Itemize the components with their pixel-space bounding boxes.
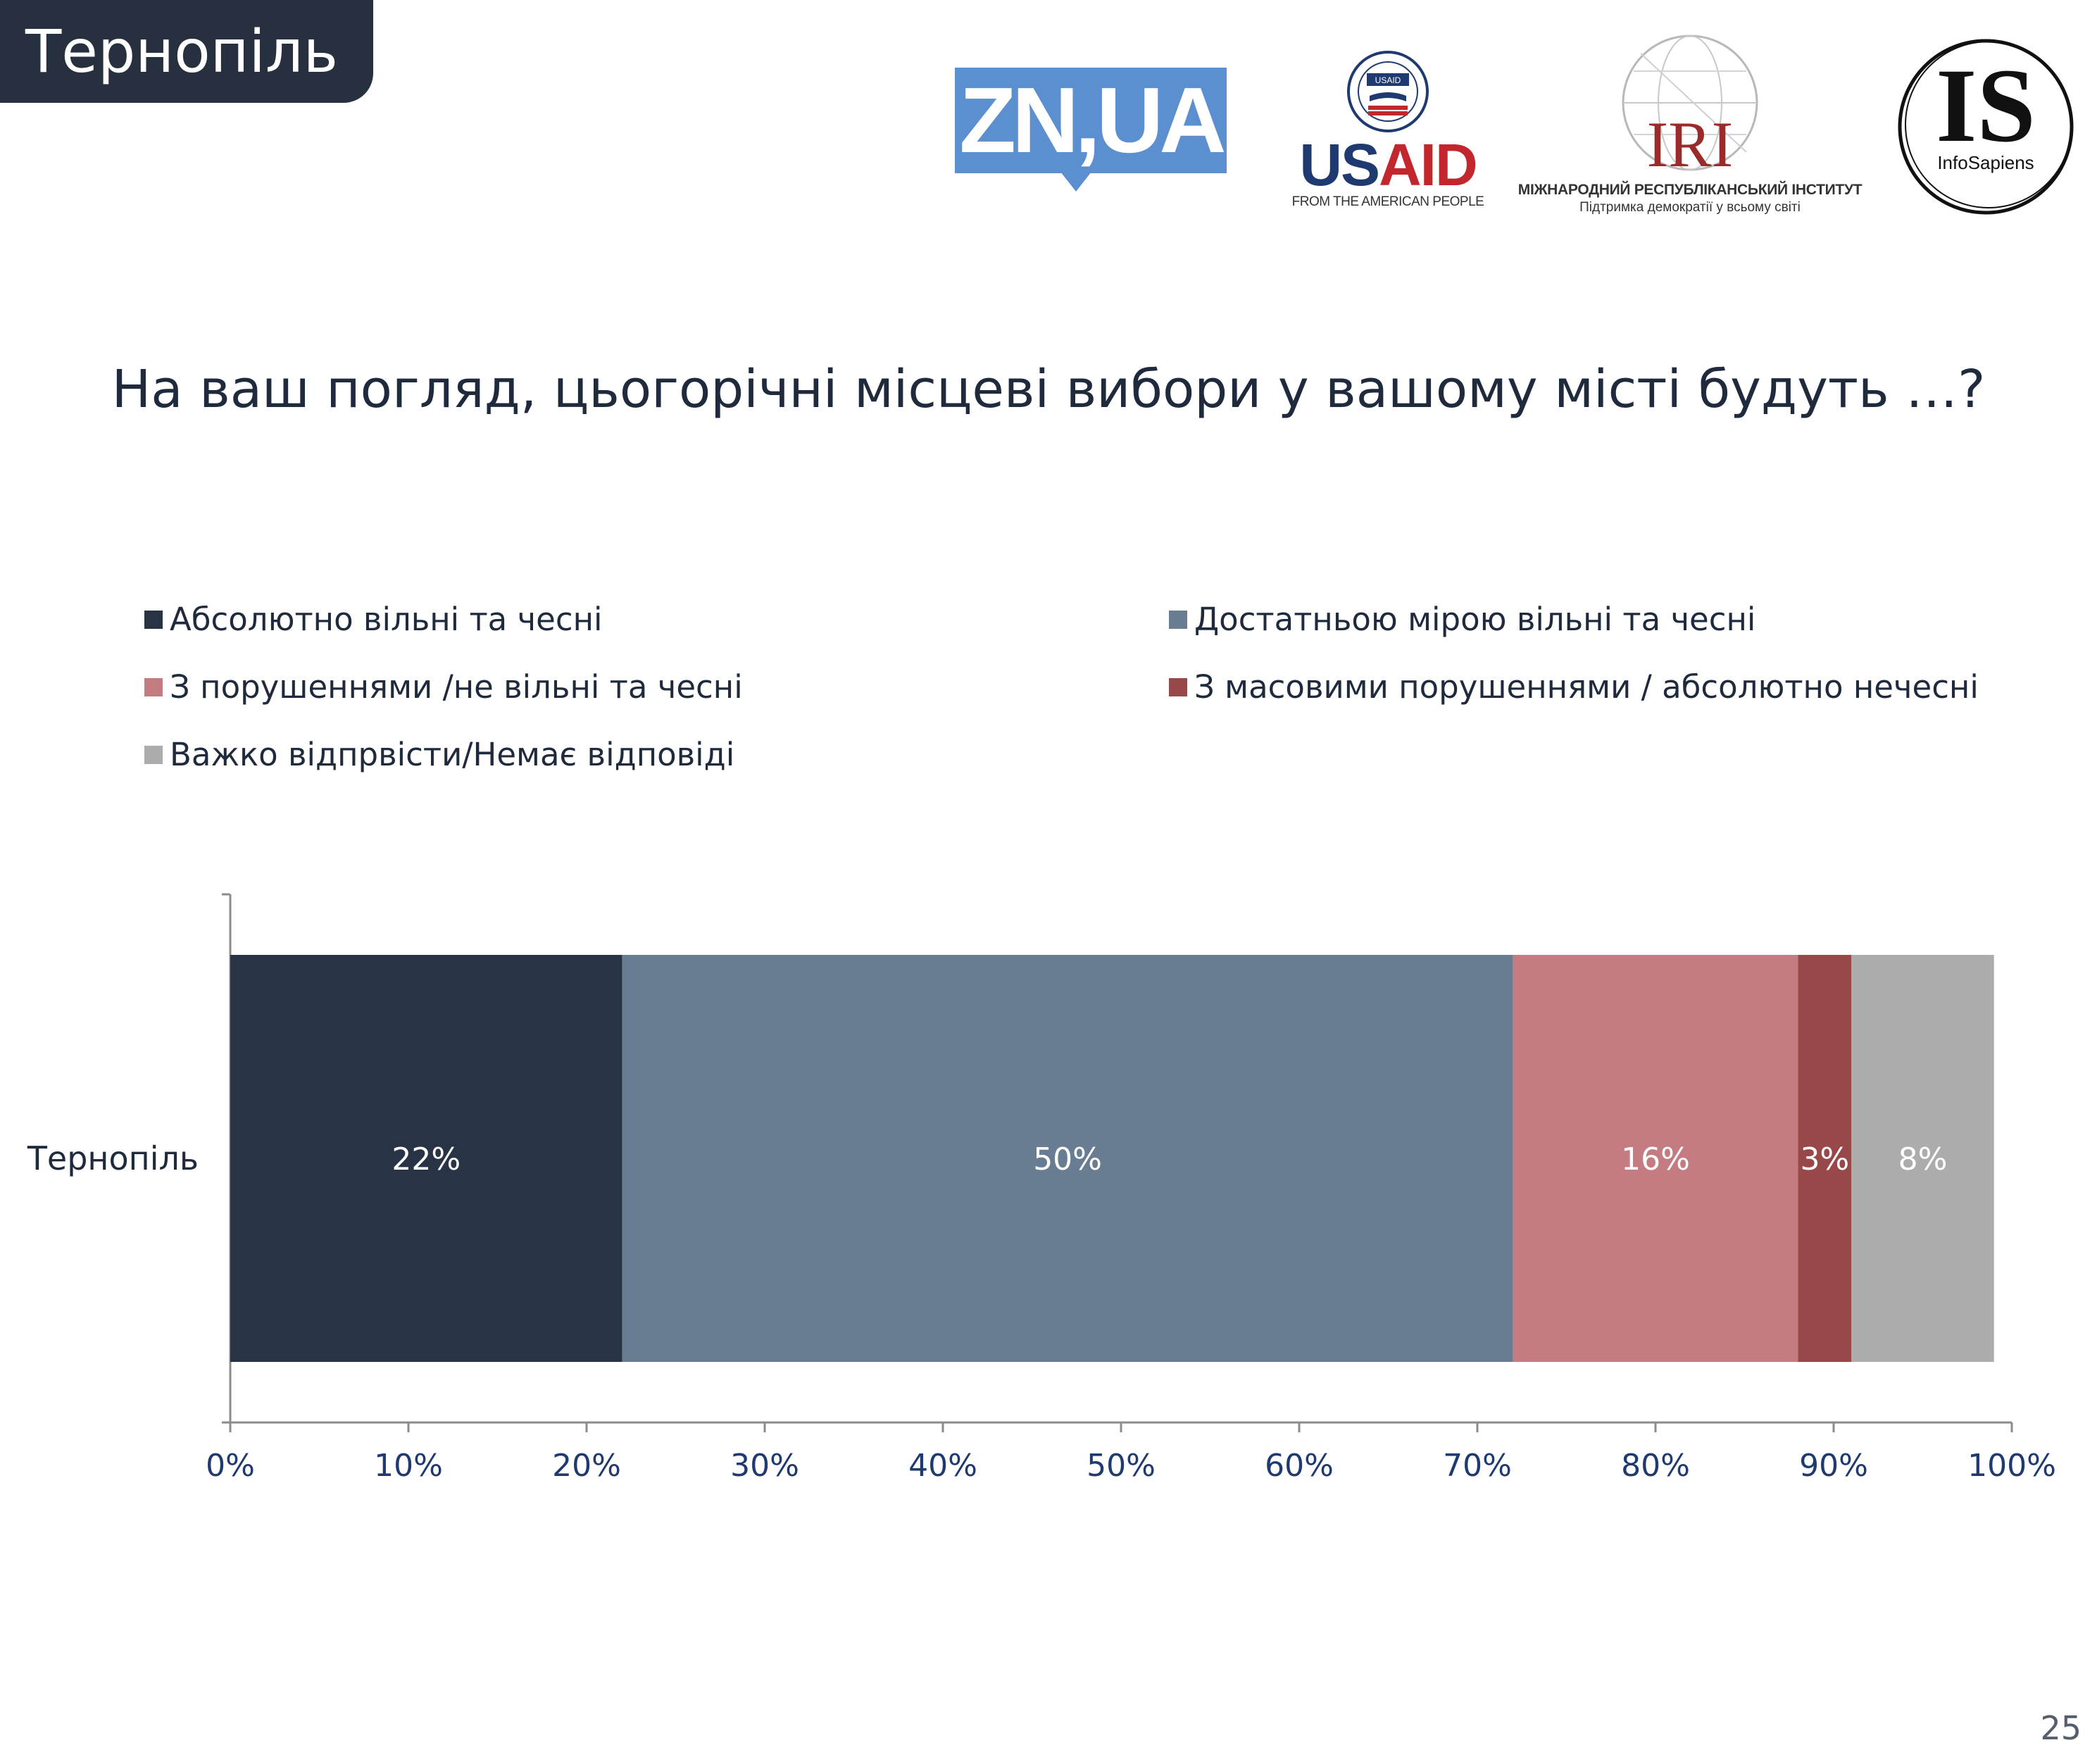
legend-item: З масовими порушеннями / абсолютно нечес…	[1169, 666, 1979, 708]
category-label: Тернопіль	[27, 1139, 199, 1177]
data-label: 3%	[1800, 1141, 1849, 1177]
legend-item: Важко відпрвісти/Немає відповіді	[144, 734, 734, 776]
legend-swatch	[144, 678, 163, 696]
chart-legend: Абсолютно вільні та чесні Достатньою мір…	[144, 599, 2046, 782]
x-tick-label: 50%	[1087, 1448, 1156, 1484]
x-tick-label: 100%	[1967, 1448, 2056, 1484]
zn-ua-logo-text: ZN,UA	[959, 68, 1226, 172]
city-tab: Тернопіль	[0, 0, 373, 103]
x-tick-label: 90%	[1799, 1448, 1868, 1484]
infosapiens-name: InfoSapiens	[1937, 152, 2034, 173]
bar-segment	[1851, 955, 1994, 1362]
iri-logo: IRI МІЖНАРОДНИЙ РЕСПУБЛІКАНСЬКИЙ ІНСТИТУ…	[1514, 32, 1866, 237]
iri-name: МІЖНАРОДНИЙ РЕСПУБЛІКАНСЬКИЙ ІНСТИТУТ	[1517, 182, 1863, 198]
x-tick-label: 10%	[374, 1448, 443, 1484]
usaid-word-aid: AID	[1379, 132, 1478, 198]
x-tick-label: 70%	[1443, 1448, 1512, 1484]
infosapiens-mark: IS	[1936, 47, 2036, 164]
legend-label: З порушеннями /не вільні та чесні	[170, 668, 743, 706]
usaid-wordmark: USAID	[1286, 135, 1490, 194]
legend-label: З масовими порушеннями / абсолютно нечес…	[1194, 668, 1979, 706]
x-tick-label: 40%	[908, 1448, 977, 1484]
data-label: 16%	[1621, 1141, 1690, 1177]
usaid-seal-text: USAID	[1375, 75, 1401, 85]
legend-item: З порушеннями /не вільні та чесні	[144, 666, 743, 708]
survey-question: На ваш погляд, цьогорічні місцеві вибори…	[111, 359, 1986, 420]
bar-segment	[230, 955, 622, 1362]
data-label: 50%	[1033, 1141, 1102, 1177]
legend-item: Достатньою мірою вільні та чесні	[1169, 599, 1755, 641]
data-label: 8%	[1898, 1141, 1948, 1177]
usaid-seal-icon: USAID	[1347, 51, 1429, 132]
legend-swatch	[1169, 678, 1187, 696]
infosapiens-logo: IS InfoSapiens	[1898, 39, 2074, 215]
iri-mark: IRI	[1647, 108, 1734, 180]
iri-globe-icon: IRI	[1622, 35, 1758, 180]
bar-segment	[1513, 955, 1798, 1362]
bar-segment	[622, 955, 1513, 1362]
data-label: 22%	[392, 1141, 461, 1177]
usaid-tagline: FROM THE AMERICAN PEOPLE	[1291, 194, 1484, 209]
x-tick-label: 20%	[552, 1448, 621, 1484]
stacked-bar-chart: 0% 10% 20% 30% 40% 50% 60% 70% 80% 90% 100% Тернопі…	[0, 873, 2097, 1521]
legend-label: Достатньою мірою вільні та чесні	[1194, 601, 1756, 638]
legend-label: Важко відпрвісти/Немає відповіді	[170, 736, 735, 773]
x-tick-label: 60%	[1265, 1448, 1334, 1484]
page-number: 25	[2040, 1709, 2082, 1747]
x-tick-label: 0%	[206, 1448, 255, 1484]
partner-logos: ZN,UA USAID USAID FROM THE AMERICAN PEOP…	[0, 28, 2097, 232]
legend-label: Абсолютно вільні та чесні	[170, 601, 603, 638]
legend-swatch	[1169, 611, 1187, 629]
legend-swatch	[144, 746, 163, 764]
x-tick-label: 80%	[1621, 1448, 1690, 1484]
zn-ua-logo: ZN,UA	[955, 68, 1227, 192]
usaid-logo: USAID USAID FROM THE AMERICAN PEOPLE	[1286, 49, 1490, 239]
x-tick-label: 30%	[730, 1448, 799, 1484]
legend-swatch	[144, 611, 163, 629]
chart-canvas: 0% 10% 20% 30% 40% 50% 60% 70% 80% 90% 100% Тернопі…	[27, 893, 2056, 1484]
bar-segment	[1798, 955, 1852, 1362]
usaid-word-us: US	[1299, 132, 1380, 198]
iri-slogan: Підтримка демократії у всьому світі	[1579, 200, 1801, 215]
zn-ua-logo-tail	[1060, 172, 1091, 192]
legend-item: Абсолютно вільні та чесні	[144, 599, 603, 641]
